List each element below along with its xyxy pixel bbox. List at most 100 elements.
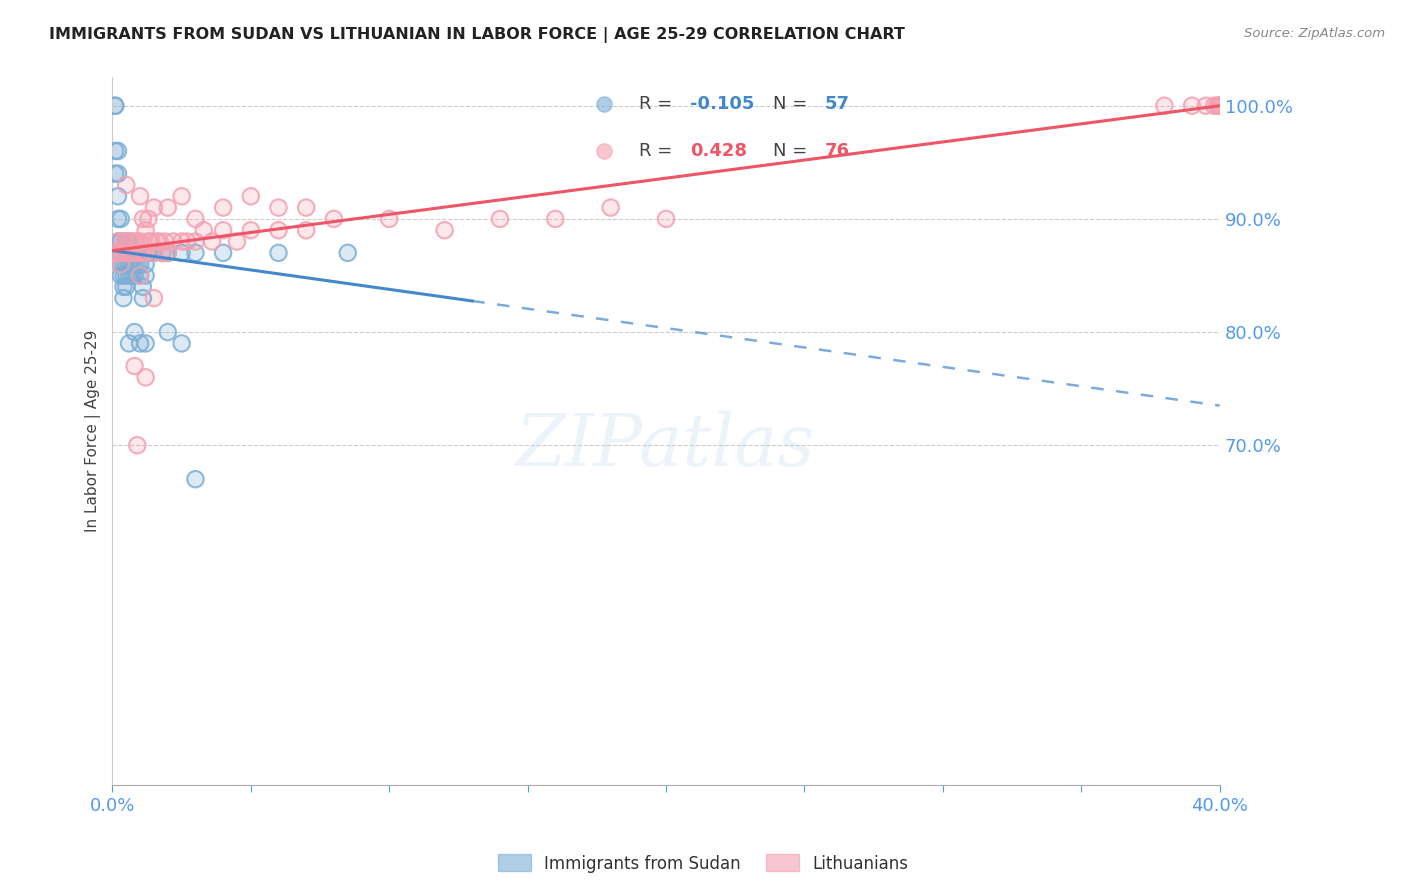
Point xyxy=(1209,99,1232,113)
Point xyxy=(110,245,132,260)
Point xyxy=(153,235,176,249)
Point xyxy=(141,235,163,249)
Point xyxy=(121,268,143,283)
Point xyxy=(170,235,193,249)
Point xyxy=(115,178,138,192)
Point xyxy=(138,245,160,260)
Text: -0.105: -0.105 xyxy=(690,95,755,112)
Point xyxy=(1181,99,1204,113)
Point xyxy=(153,235,176,249)
Point xyxy=(176,235,198,249)
Point xyxy=(104,99,127,113)
Point xyxy=(124,325,146,339)
Point xyxy=(239,189,262,203)
Point xyxy=(121,245,143,260)
Point xyxy=(170,189,193,203)
Text: ZIPatlas: ZIPatlas xyxy=(516,410,815,481)
Point xyxy=(104,144,127,158)
Point xyxy=(145,235,167,249)
Point xyxy=(104,167,127,181)
Point xyxy=(121,235,143,249)
Point xyxy=(132,211,155,226)
Point xyxy=(129,336,152,351)
Point xyxy=(142,201,165,215)
Point xyxy=(138,211,160,226)
Point xyxy=(226,235,249,249)
Y-axis label: In Labor Force | Age 25-29: In Labor Force | Age 25-29 xyxy=(86,330,101,533)
Point xyxy=(135,223,157,237)
Point xyxy=(129,257,152,271)
Point xyxy=(1153,99,1175,113)
Point xyxy=(170,336,193,351)
Point xyxy=(212,201,235,215)
Point xyxy=(124,359,146,373)
Point xyxy=(1206,99,1229,113)
Point xyxy=(170,189,193,203)
Point xyxy=(112,280,135,294)
Point xyxy=(118,268,141,283)
Point xyxy=(655,211,678,226)
Point xyxy=(110,235,132,249)
Point xyxy=(239,223,262,237)
Point xyxy=(148,235,170,249)
Point xyxy=(110,257,132,271)
Point xyxy=(135,336,157,351)
Point xyxy=(162,235,184,249)
Point xyxy=(107,211,129,226)
Point xyxy=(112,291,135,305)
Point xyxy=(655,211,678,226)
Point xyxy=(156,201,179,215)
Point xyxy=(150,245,173,260)
Point xyxy=(226,235,249,249)
Point xyxy=(135,245,157,260)
Point xyxy=(110,245,132,260)
Point xyxy=(124,359,146,373)
Point xyxy=(110,257,132,271)
Point xyxy=(107,211,129,226)
Point xyxy=(336,245,359,260)
Point xyxy=(127,245,149,260)
Point xyxy=(127,235,149,249)
Point xyxy=(267,245,290,260)
Point xyxy=(295,201,318,215)
Point xyxy=(132,245,155,260)
Point xyxy=(118,245,141,260)
Point xyxy=(142,245,165,260)
Point xyxy=(129,245,152,260)
Text: N =: N = xyxy=(773,95,813,112)
Point xyxy=(599,201,621,215)
Point xyxy=(115,268,138,283)
Point xyxy=(1204,99,1226,113)
Point xyxy=(129,336,152,351)
Point xyxy=(115,280,138,294)
Point xyxy=(142,291,165,305)
Point xyxy=(1209,99,1232,113)
Point xyxy=(110,211,132,226)
Point xyxy=(112,268,135,283)
Point xyxy=(118,235,141,249)
Point xyxy=(142,201,165,215)
Point xyxy=(544,211,567,226)
Point xyxy=(107,189,129,203)
Point xyxy=(104,245,127,260)
Point xyxy=(138,235,160,249)
Point xyxy=(295,223,318,237)
Point xyxy=(107,167,129,181)
Point xyxy=(184,211,207,226)
Point xyxy=(156,245,179,260)
Point xyxy=(132,245,155,260)
Point xyxy=(129,235,152,249)
Point xyxy=(184,235,207,249)
Point xyxy=(104,167,127,181)
Point xyxy=(544,211,567,226)
Point xyxy=(184,211,207,226)
Point xyxy=(118,257,141,271)
Point xyxy=(322,211,344,226)
Text: 57: 57 xyxy=(824,95,849,112)
Point xyxy=(193,223,215,237)
Point xyxy=(156,201,179,215)
Point xyxy=(104,245,127,260)
Point xyxy=(378,211,401,226)
Point xyxy=(124,257,146,271)
Point xyxy=(138,211,160,226)
